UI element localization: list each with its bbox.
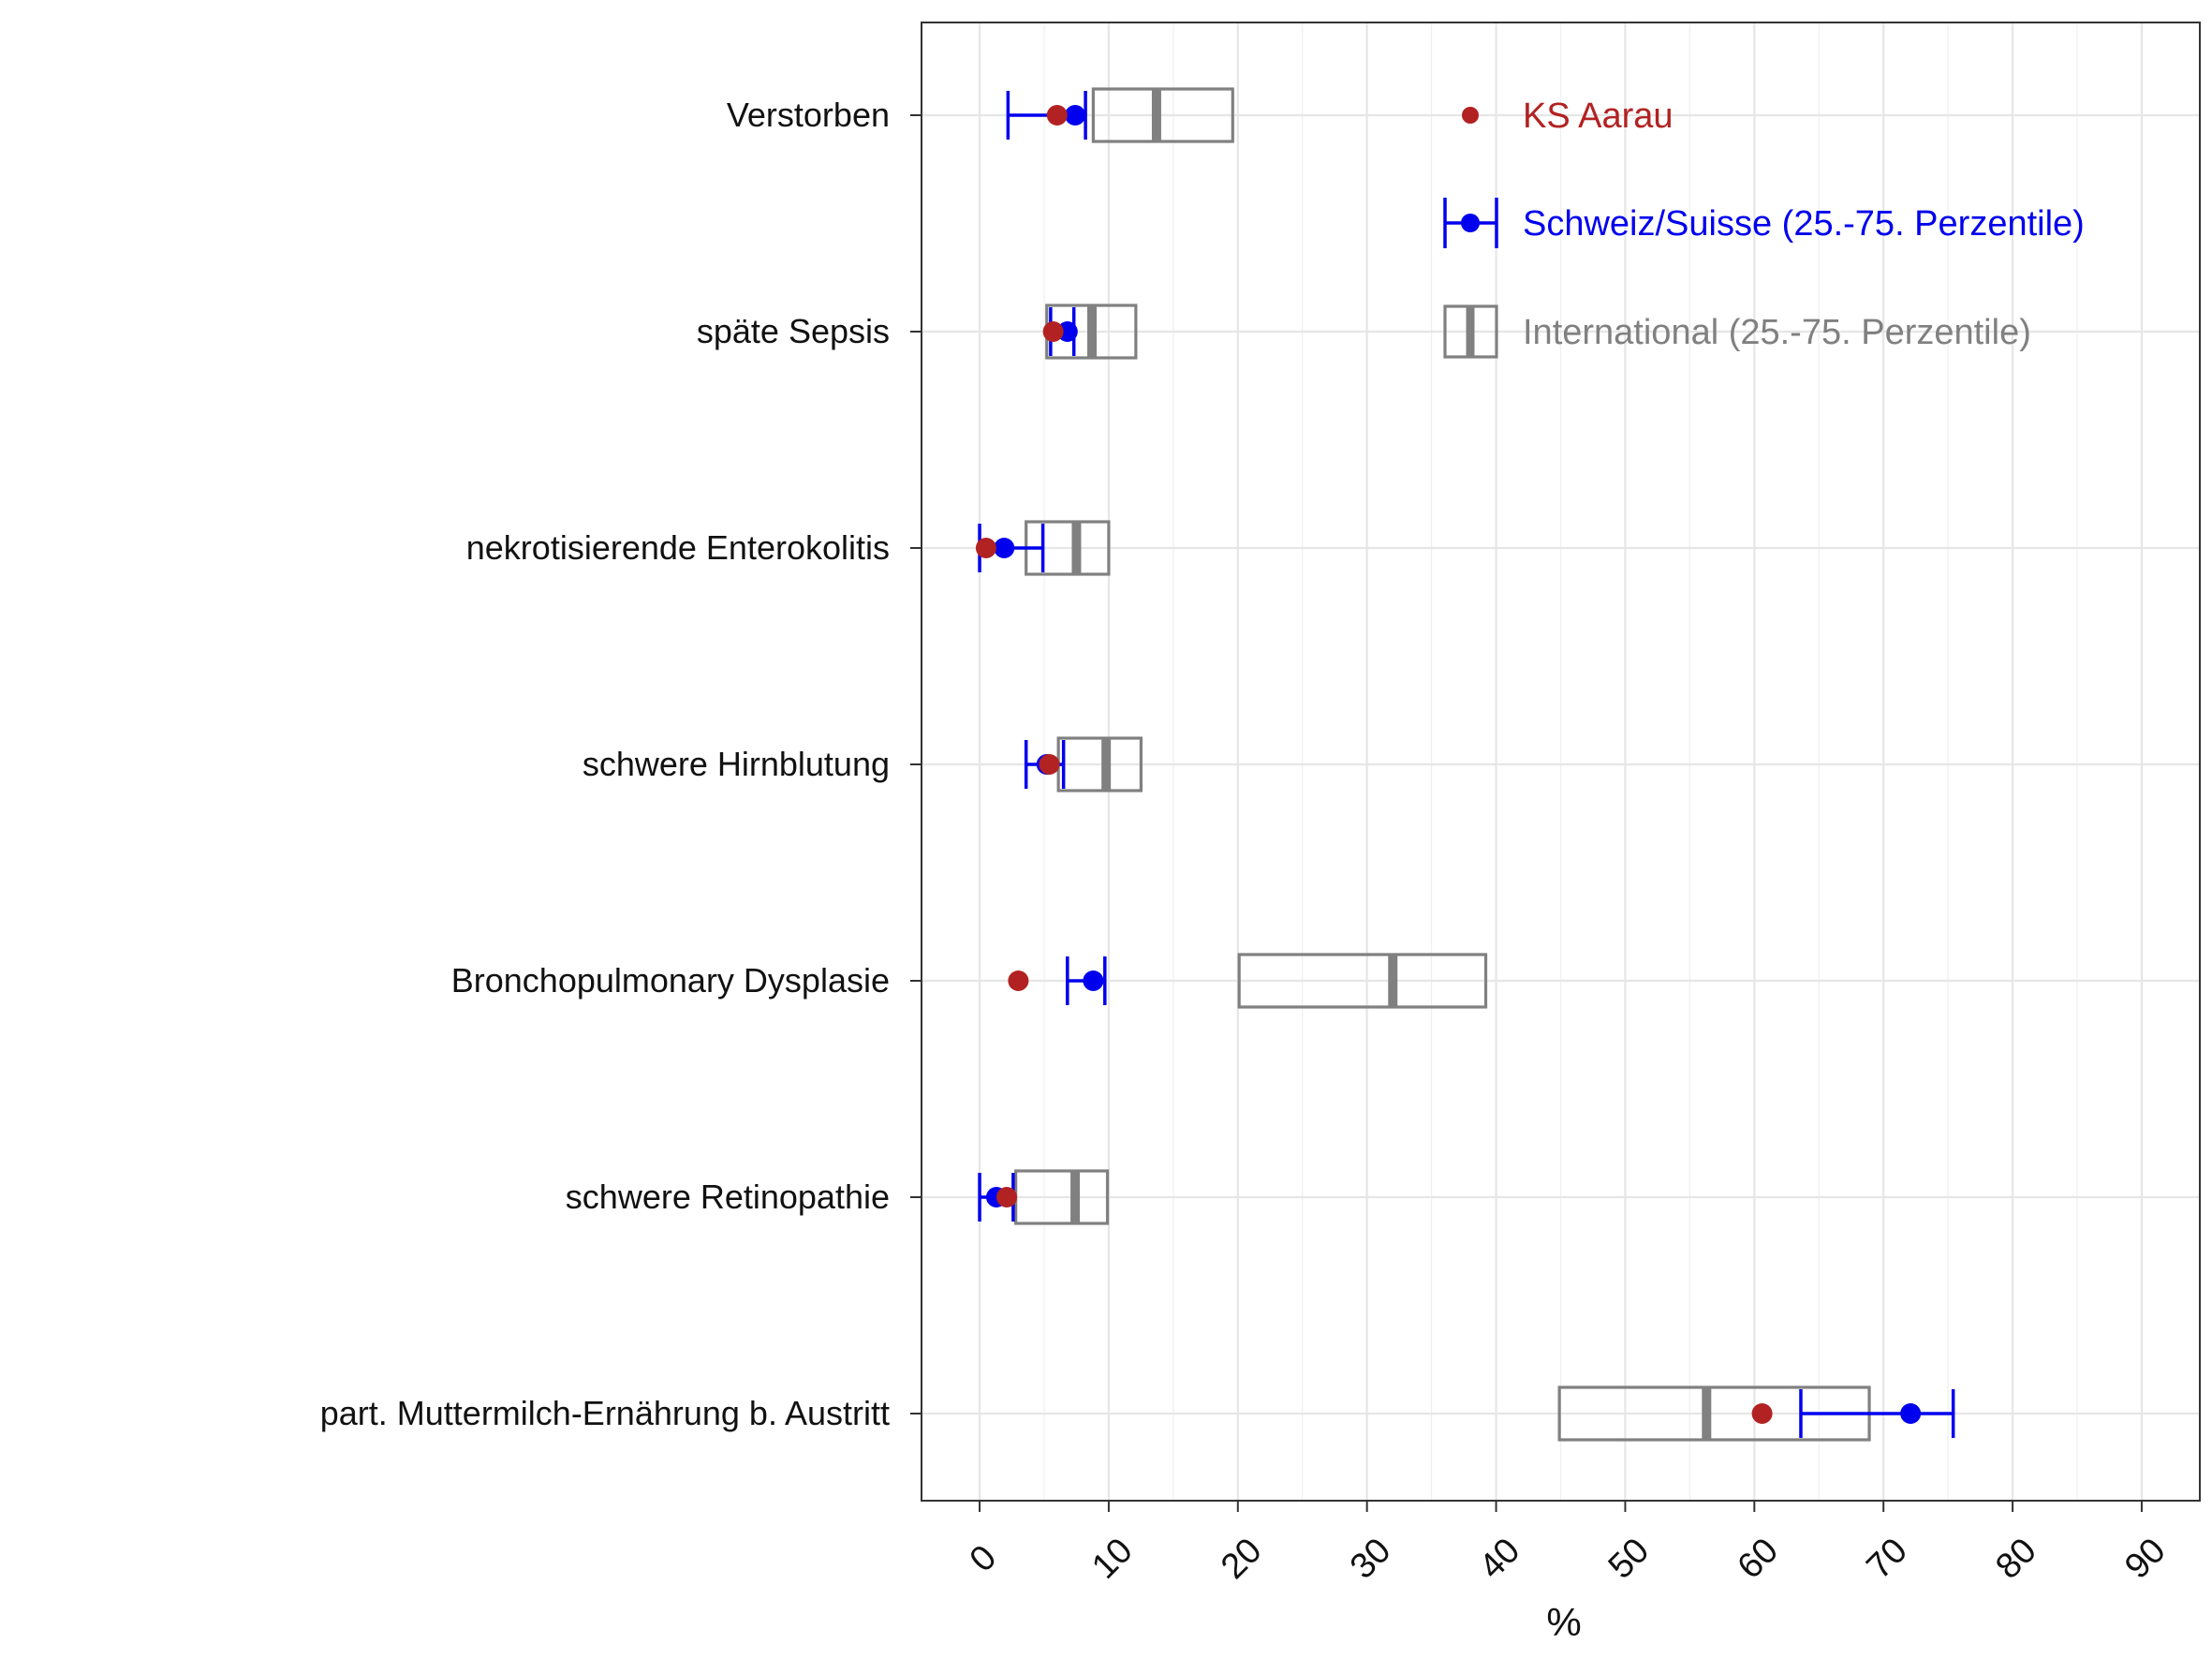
grid-layer — [922, 22, 2200, 1501]
category-group — [978, 1169, 1110, 1225]
category-group — [1024, 736, 1143, 792]
legend-schweiz-label: Schweiz/Suisse (25.-75. Perzentile) — [1523, 204, 2085, 244]
ks-aarau-point — [1039, 754, 1060, 775]
category-group — [975, 520, 1111, 576]
legend-international-label: International (25.-75. Perzentile) — [1523, 313, 2031, 352]
category-group — [1042, 304, 1138, 360]
category-label: nekrotisierende Enterokolitis — [466, 528, 890, 567]
category-label: Bronchopulmonary Dysplasie — [451, 961, 890, 1000]
plot-layer — [975, 87, 1955, 1442]
legend: KS Aarau Schweiz/Suisse (25.-75. Perzenti… — [1443, 96, 2085, 359]
schweiz-median-point — [1083, 970, 1104, 991]
international-box — [1091, 87, 1234, 143]
legend-ks-aarau-key — [1462, 107, 1479, 124]
ks-aarau-point — [975, 538, 996, 558]
schweiz-median-point — [994, 538, 1015, 558]
ks-aarau-point — [1008, 970, 1029, 991]
plot-panel-border — [921, 22, 2201, 1502]
category-label: schwere Retinopathie — [566, 1178, 890, 1216]
schweiz-median-point — [1900, 1403, 1922, 1424]
category-labels: Verstorben späte Sepsis nekrotisierende En… — [320, 96, 922, 1432]
ks-aarau-point — [1751, 1403, 1773, 1424]
schweiz-median-point — [1056, 321, 1078, 342]
x-axis-title: % — [1546, 1600, 1581, 1644]
ks-aarau-point — [996, 1187, 1017, 1207]
category-label: Verstorben — [727, 96, 890, 134]
category-group — [1557, 1385, 1955, 1442]
category-label: part. Muttermilch-Ernährung b. Austritt — [320, 1394, 890, 1432]
international-box — [1237, 953, 1488, 1009]
legend-ks-aarau-label: KS Aarau — [1523, 96, 1674, 136]
category-label: schwere Hirnblutung — [582, 745, 890, 783]
ks-aarau-point — [1046, 105, 1068, 126]
schweiz-median-point — [1065, 105, 1086, 126]
category-label: späte Sepsis — [697, 312, 890, 350]
ks-aarau-point — [1042, 321, 1064, 342]
category-group — [1006, 87, 1234, 143]
category-group — [1008, 953, 1488, 1009]
legend-schweiz-key-point — [1461, 214, 1480, 232]
